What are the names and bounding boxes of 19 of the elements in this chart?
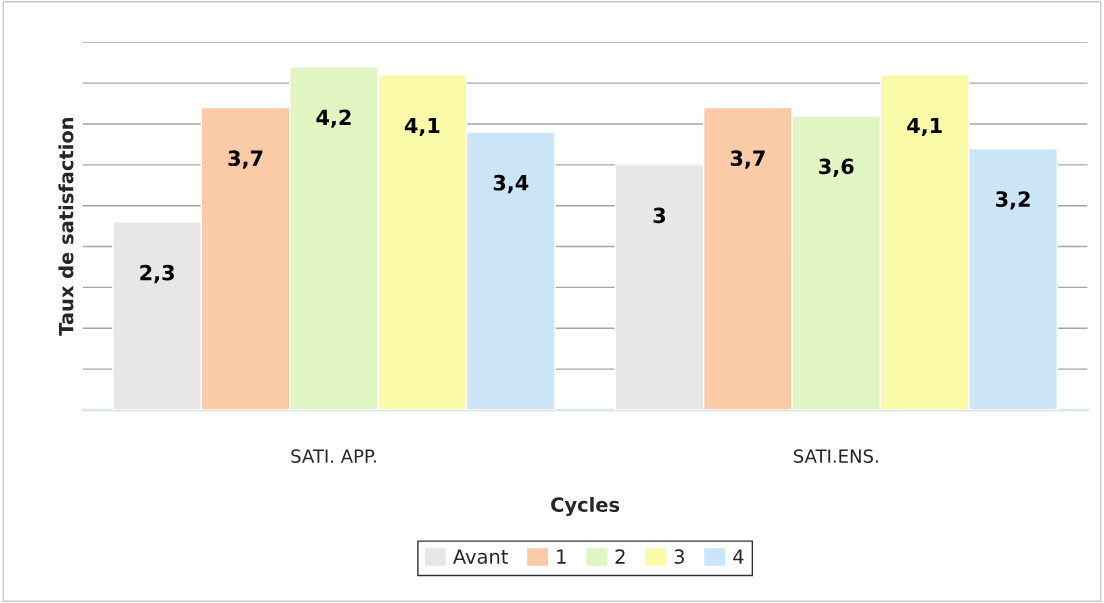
legend-label: Avant xyxy=(453,549,508,564)
data-label: 3,2 xyxy=(996,191,1030,210)
data-label: 3,7 xyxy=(228,150,263,169)
y-axis-title: Taux de satisfaction xyxy=(58,117,74,336)
legend-label: 1 xyxy=(557,549,566,564)
data-label: 3 xyxy=(653,207,666,224)
data-label: 3,4 xyxy=(493,174,529,194)
data-label: 4,1 xyxy=(404,117,440,137)
legend-label: 3 xyxy=(674,549,684,564)
x-tick-label: SATI.ENS. xyxy=(793,449,878,463)
data-label: 4,1 xyxy=(907,117,942,137)
data-label: 4,2 xyxy=(316,109,351,128)
legend-label: 2 xyxy=(615,549,625,564)
data-label: 3,6 xyxy=(819,158,854,177)
data-label: 3,7 xyxy=(730,150,765,169)
data-label: 2,3 xyxy=(140,264,174,284)
x-tick-label: SATI. APP. xyxy=(291,449,376,463)
x-axis-title: Cycles xyxy=(551,496,620,516)
legend-label: 4 xyxy=(733,549,744,564)
